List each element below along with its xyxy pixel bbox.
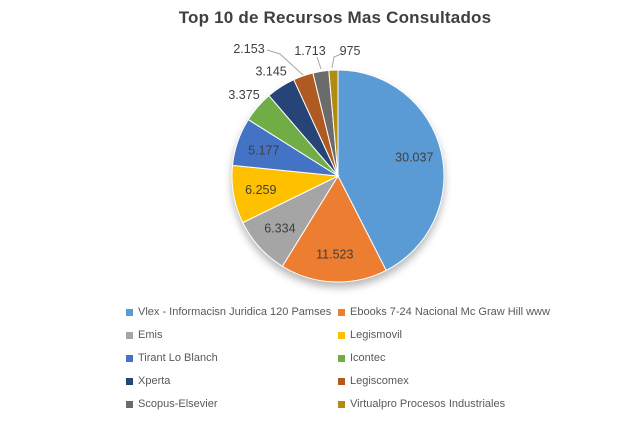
data-label: 2.153	[233, 42, 264, 56]
legend-swatch	[338, 308, 345, 316]
label-leader-line	[331, 53, 342, 69]
legend-item-1[interactable]: Vlex - Informacisn Juridica 120 Pamses	[126, 305, 331, 319]
legend-swatch	[338, 354, 345, 362]
legend-item-5[interactable]: Tirant Lo Blanch	[126, 351, 218, 365]
legend-swatch	[126, 331, 133, 339]
data-label: 5.177	[248, 144, 279, 158]
legend-label: Legismovil	[350, 329, 402, 341]
legend-item-3[interactable]: Emis	[126, 328, 162, 342]
legend-label: Emis	[138, 329, 163, 341]
legend-label: Scopus-Elsevier	[138, 398, 218, 410]
legend-item-4[interactable]: Legismovil	[338, 328, 402, 342]
pie-slices	[231, 69, 445, 283]
legend-swatch	[338, 377, 345, 385]
legend-label: Ebooks 7-24 Nacional Mc Graw Hill www	[350, 306, 550, 318]
data-label: 30.037	[395, 151, 433, 165]
legend-label: Xperta	[138, 375, 171, 387]
legend-item-10[interactable]: Virtualpro Procesos Industriales	[338, 397, 505, 411]
pie-labels: 30.037 11.523 6.334 6.259 5.177 3.375 3.145 2.1…	[228, 42, 433, 261]
pie-slice-2[interactable]	[281, 174, 387, 283]
legend-item-6[interactable]: Icontec	[338, 351, 385, 365]
pie-slice-10[interactable]	[328, 69, 339, 177]
legend-item-8[interactable]: Legiscomex	[338, 374, 409, 388]
data-label: 11.523	[316, 247, 353, 261]
label-leader-line	[266, 49, 304, 76]
chart-title: Top 10 de Recursos Mas Consultados	[178, 8, 492, 27]
legend-item-2[interactable]: Ebooks 7-24 Nacional Mc Graw Hill www	[338, 305, 550, 319]
legend-item-7[interactable]: Xperta	[126, 374, 170, 388]
data-label: 6.259	[245, 183, 276, 197]
data-label: 975	[340, 44, 361, 58]
data-label: 3.145	[255, 65, 286, 79]
legend-label: Virtualpro Procesos Industriales	[350, 398, 506, 410]
data-label: 3.375	[228, 88, 259, 102]
legend-swatch	[126, 377, 133, 385]
legend-label: Legiscomex	[350, 375, 409, 387]
data-label: 1.713	[294, 44, 325, 58]
data-label: 6.334	[264, 222, 295, 236]
legend-swatch	[126, 400, 133, 408]
legend-label: Tirant Lo Blanch	[138, 352, 218, 364]
legend-label: Vlex - Informacisn Juridica 120 Pamses	[138, 306, 332, 318]
label-leader-line	[316, 56, 322, 70]
legend-swatch	[338, 400, 345, 408]
legend-swatch	[126, 308, 133, 316]
legend-label: Icontec	[350, 352, 386, 364]
legend-swatch	[126, 354, 133, 362]
legend-swatch	[338, 331, 345, 339]
legend-item-9[interactable]: Scopus-Elsevier	[126, 397, 217, 411]
pie-slice-1[interactable]	[337, 69, 445, 272]
